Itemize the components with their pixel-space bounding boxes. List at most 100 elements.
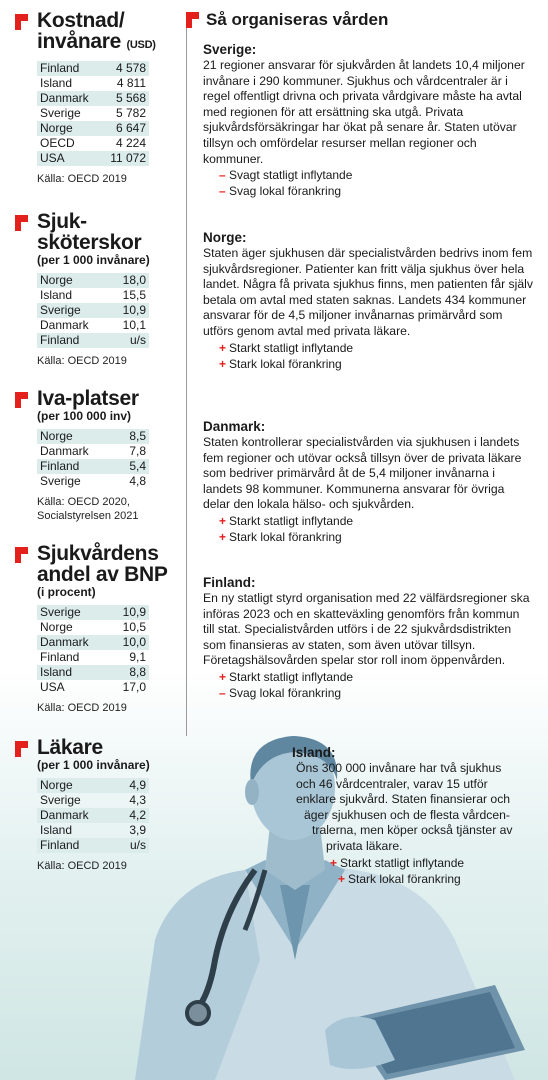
stat-table: Sverige 10,9 Norge 10,5 Danmark 10,0 Finlan… [37, 605, 149, 695]
country-name: Danmark: [203, 419, 266, 434]
stat-section-icu: Iva-platser (per 100 000 inv) Norge 8,5 D… [15, 388, 175, 523]
section-marker-icon [15, 741, 28, 757]
section-marker-icon [15, 14, 28, 30]
country-text-line: privata läkare. [326, 838, 403, 853]
table-row: Sverige 4,8 [40, 474, 146, 488]
effect-item: + Stark lokal förankring [219, 529, 342, 544]
effect-item: + Starkt statligt inflytande [330, 855, 465, 870]
section-title: Sjukvårdens [37, 542, 159, 565]
source-note: Källa: OECD 2019 [37, 860, 127, 872]
left-column: Kostnad/ invånare (USD) Finland 4 578 Isl… [15, 10, 175, 873]
country-text: Staten äger sjukhusen där specialistvård… [203, 246, 533, 338]
table-row: Finland 5,4 [37, 459, 149, 474]
table-row: Danmark 10,0 [37, 635, 149, 650]
section-title: Kostnad/ [37, 9, 125, 32]
stat-section-gdp: Sjukvårdens andel av BNP (i procent) Sve… [15, 543, 175, 715]
section-title: Läkare [37, 736, 103, 759]
table-row: Danmark 7,8 [40, 444, 146, 458]
section-subtitle: (per 1 000 invånare) [37, 253, 150, 267]
table-row: OECD 4 224 [40, 136, 146, 150]
country-sverige: Sverige: 21 regioner ansvarar för sjukvå… [203, 42, 533, 199]
table-row: Sverige 10,9 [37, 303, 149, 318]
table-row: Finland 4 578 [37, 61, 149, 76]
plus-icon: + [219, 529, 227, 544]
plus-icon: + [330, 855, 338, 870]
country-name: Sverige: [203, 42, 257, 57]
section-subtitle: (i procent) [37, 585, 96, 599]
table-row: Norge 4,9 [37, 778, 149, 793]
effect-item: + Starkt statligt inflytande [219, 669, 354, 684]
table-row: Danmark 10,1 [40, 318, 146, 332]
table-row: Finland u/s [37, 838, 149, 853]
minus-icon: – [219, 685, 226, 700]
country-text-line: äger sjukhusen och de flesta vårdcen- [304, 807, 510, 822]
effect-item: + Starkt statligt inflytande [219, 513, 354, 528]
country-name: Island: [292, 745, 336, 760]
country-norge: Norge: Staten äger sjukhusen där special… [203, 230, 533, 372]
section-subtitle: (per 100 000 inv) [37, 409, 132, 423]
stat-table: Norge 18,0 Island 15,5 Sverige 10,9 Danmark… [37, 273, 149, 348]
section-title-line2: andel av BNP [37, 563, 168, 586]
country-name: Norge: [203, 230, 247, 245]
country-text-line: tralerna, men köper också tjänster av [312, 823, 513, 838]
effect-item: – Svag lokal förankring [219, 685, 342, 700]
section-marker-icon [15, 392, 28, 408]
doctor-illustration [135, 736, 525, 1080]
column-divider [186, 12, 187, 736]
country-name: Finland: [203, 575, 256, 590]
table-row: Finland u/s [37, 333, 149, 348]
section-marker-icon [15, 215, 28, 231]
effect-item: + Stark lokal förankring [338, 871, 461, 886]
section-title: Sjuk- [37, 210, 87, 233]
table-row: Finland 9,1 [40, 650, 146, 664]
minus-icon: – [219, 168, 226, 183]
stat-table: Norge 8,5 Danmark 7,8 Finland 5,4 Sverige 4,… [37, 429, 149, 489]
source-note: Källa: OECD 2020, Socialstyrelsen 2021 [37, 496, 139, 522]
table-row: Norge 6 647 [37, 121, 149, 136]
country-danmark: Danmark: Staten kontrollerar specialistv… [203, 419, 533, 545]
table-row: Island 3,9 [40, 823, 146, 837]
section-unit: (USD) [126, 39, 156, 51]
section-title-line2: invånare (USD) [37, 30, 156, 53]
plus-icon: + [219, 669, 227, 684]
table-row: Norge 10,5 [40, 620, 146, 634]
doctor-figure [135, 736, 525, 1080]
effect-item: + Starkt statligt inflytande [219, 340, 354, 355]
right-column-header: Så organiseras vården [186, 10, 534, 30]
source-note: Källa: OECD 2019 [37, 355, 127, 367]
country-text-line: och 46 vårdcentraler, varav 15 utför [296, 776, 488, 791]
table-row: USA 17,0 [40, 680, 146, 694]
table-row: Danmark 5 568 [37, 91, 149, 106]
section-title-line2: sköterskor [37, 231, 142, 254]
plus-icon: + [219, 513, 227, 528]
stat-table: Norge 4,9 Sverige 4,3 Danmark 4,2 Island 3,9… [37, 778, 149, 853]
section-title: Iva-platser [37, 387, 139, 410]
stat-section-nurses: Sjuk- sköterskor (per 1 000 invånare) No… [15, 211, 175, 368]
minus-icon: – [219, 184, 226, 199]
stat-section-doctors: Läkare (per 1 000 invånare) Norge 4,9 Sve… [15, 737, 175, 873]
effect-item: – Svagt statligt inflytande [219, 168, 353, 183]
country-text: Staten kontrollerar specialistvården via… [203, 435, 522, 512]
page-title: Så organiseras vården [206, 10, 389, 29]
effect-item: + Stark lokal förankring [219, 356, 342, 371]
table-row: Sverige 4,3 [40, 793, 146, 807]
section-marker-icon [186, 12, 199, 28]
source-note: Källa: OECD 2019 [37, 702, 127, 714]
country-text-line: Öns 300 000 invånare har två sjukhus [296, 761, 502, 775]
plus-icon: + [338, 871, 346, 886]
source-note: Källa: OECD 2019 [37, 173, 127, 185]
table-row: Island 8,8 [37, 665, 149, 680]
country-finland: Finland: En ny statligt styrd organisati… [203, 575, 533, 701]
stat-section-cost: Kostnad/ invånare (USD) Finland 4 578 Isl… [15, 10, 175, 186]
table-row: Danmark 4,2 [37, 808, 149, 823]
country-island: Island: Öns 300 000 invånare har två sju… [292, 745, 517, 887]
table-row: Island 15,5 [40, 288, 146, 302]
section-subtitle: (per 1 000 invånare) [37, 758, 150, 772]
table-row: Island 4 811 [40, 76, 146, 90]
table-row: Sverige 5 782 [40, 106, 146, 120]
effect-item: – Svag lokal förankring [219, 184, 342, 199]
table-row: USA 11 072 [37, 151, 149, 166]
country-text: En ny statligt styrd organisation med 22… [203, 591, 530, 668]
table-row: Norge 18,0 [37, 273, 149, 288]
